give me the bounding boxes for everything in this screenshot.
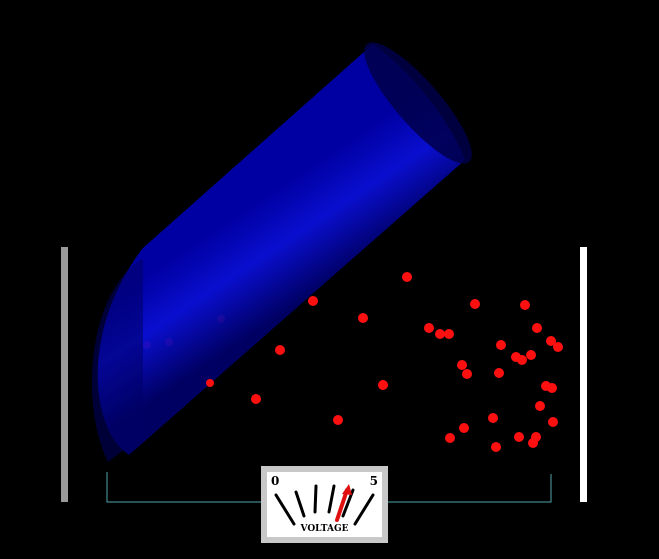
blue-cylinder[interactable] (91, 30, 486, 462)
particle (308, 296, 318, 306)
particle (333, 415, 343, 425)
meter-tick (327, 484, 336, 514)
particle (491, 442, 501, 452)
particle (206, 379, 214, 387)
particle (402, 272, 412, 282)
particle (494, 368, 504, 378)
meter-tick (274, 493, 296, 526)
meter-tick (313, 484, 318, 514)
cylinder-bottom-end (91, 258, 143, 462)
particle (517, 355, 527, 365)
particle (358, 313, 368, 323)
particle (444, 329, 454, 339)
particle (535, 401, 545, 411)
particles (206, 272, 563, 452)
particle (424, 323, 434, 333)
meter-tick (353, 493, 375, 526)
particle (251, 394, 261, 404)
particle (457, 360, 467, 370)
particle (445, 433, 455, 443)
particle (531, 432, 541, 442)
particle (547, 383, 557, 393)
particle (526, 350, 536, 360)
voltmeter-title: VOLTAGE (300, 524, 349, 534)
particle (546, 336, 556, 346)
particle (488, 413, 498, 423)
particle (532, 323, 542, 333)
particle (459, 423, 469, 433)
particle (275, 345, 285, 355)
particle (470, 299, 480, 309)
particle (553, 342, 563, 352)
voltmeter: 0 5 VOLTAGE (261, 466, 388, 543)
particle (462, 369, 472, 379)
particle (514, 432, 524, 442)
voltmeter-min-label: 0 (271, 474, 280, 488)
voltmeter-face: 0 5 VOLTAGE (267, 472, 382, 537)
circuit-wire (106, 472, 261, 503)
meter-tick (294, 490, 306, 518)
particle (520, 300, 530, 310)
voltmeter-needle (335, 484, 352, 522)
particle (378, 380, 388, 390)
voltmeter-dial (274, 484, 375, 526)
voltmeter-max-label: 5 (369, 474, 378, 488)
particle (548, 417, 558, 427)
right-plate (580, 247, 587, 502)
cylinder-body (97, 44, 465, 455)
particle (435, 329, 445, 339)
particle (496, 340, 506, 350)
cylinder-top-end (364, 42, 472, 164)
circuit-wire-right (388, 474, 552, 503)
left-plate (61, 247, 68, 502)
